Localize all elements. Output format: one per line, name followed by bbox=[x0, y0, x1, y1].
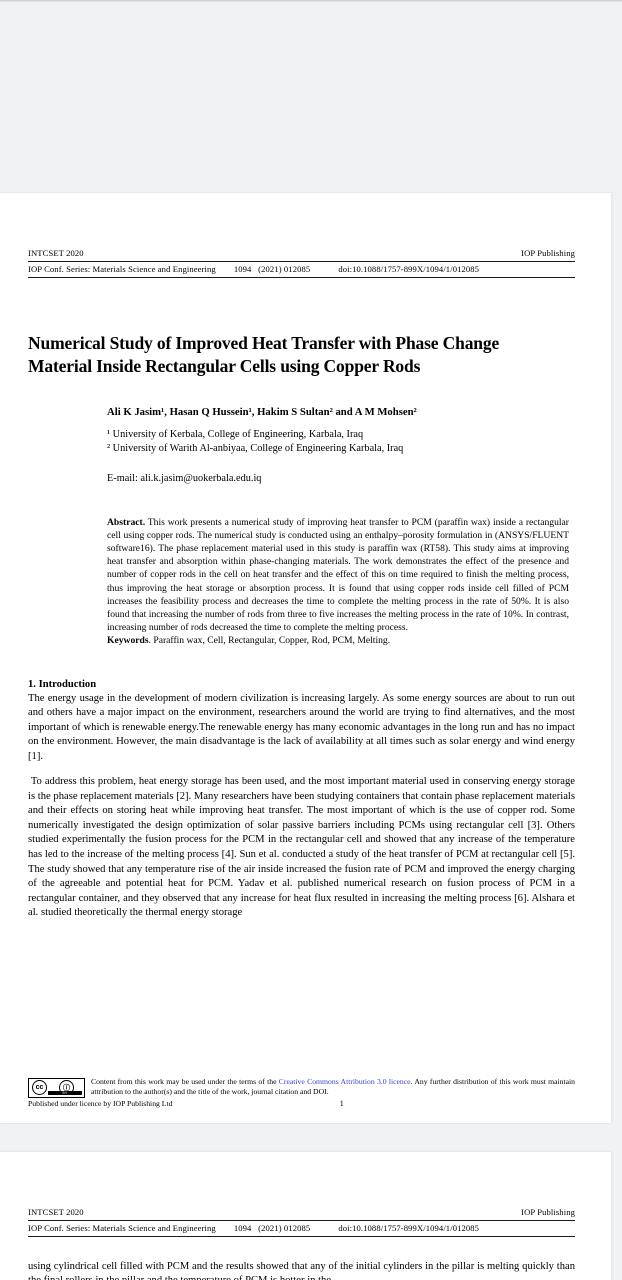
contact-email: E-mail: ali.k.jasim@uokerbala.edu.iq bbox=[107, 472, 262, 484]
header-rule-bottom-2 bbox=[28, 1235, 575, 1237]
creative-commons-badge-icon: cc ⓘ BY bbox=[28, 1077, 85, 1098]
published-under-licence: Published under licence by IOP Publishin… bbox=[28, 1098, 173, 1108]
keywords-label: Keywords bbox=[107, 635, 149, 647]
document-page-1: INTCSET 2020 IOP Publishing IOP Conf. Se… bbox=[0, 193, 611, 1123]
publisher-name: IOP Publishing bbox=[521, 248, 575, 258]
journal-title: IOP Conf. Series: Materials Science and … bbox=[28, 264, 216, 274]
volume-year-article-2: 1094 (2021) 012085 bbox=[233, 1223, 311, 1233]
conference-name: INTCSET 2020 bbox=[28, 248, 84, 258]
cc-logo-icon: cc bbox=[32, 1080, 47, 1096]
page-number: 1 bbox=[339, 1098, 344, 1108]
running-header-bottom-row: IOP Conf. Series: Materials Science and … bbox=[28, 263, 575, 275]
page-1-content: INTCSET 2020 IOP Publishing IOP Conf. Se… bbox=[28, 193, 575, 932]
licence-text-after: . Any further distribution of this work … bbox=[91, 1076, 576, 1096]
publisher-name-2: IOP Publishing bbox=[521, 1207, 575, 1217]
cc-by-bar: BY bbox=[48, 1091, 82, 1096]
running-header: INTCSET 2020 IOP Publishing IOP Conf. Se… bbox=[28, 193, 575, 278]
licence-footer: cc ⓘ BY Content from this work may be us… bbox=[28, 1077, 575, 1109]
section-heading-introduction: 1. Introduction bbox=[28, 678, 97, 690]
running-header-bottom-row-2: IOP Conf. Series: Materials Science and … bbox=[28, 1222, 575, 1234]
page-title: Numerical Study of Improved Heat Transfe… bbox=[28, 332, 500, 376]
affiliation-block: ¹ University of Kerbala, College of Engi… bbox=[107, 428, 575, 456]
keywords-block: Keywords. Paraffin wax, Cell, Rectangula… bbox=[107, 634, 569, 647]
affiliation-2: ² University of Warith Al-anbiyaa, Colle… bbox=[107, 442, 404, 454]
viewer-top-divider bbox=[0, 0, 622, 2]
page-2-content: INTCSET 2020 IOP Publishing IOP Conf. Se… bbox=[28, 1152, 575, 1280]
cc-by-label: BY bbox=[62, 1091, 68, 1096]
header-rule-top-2 bbox=[28, 1219, 575, 1221]
keywords-text: . Paraffin wax, Cell, Rectangular, Coppe… bbox=[148, 635, 391, 647]
author-list: Ali K Jasim¹, Hasan Q Hussein¹, Hakim S … bbox=[107, 405, 417, 418]
affiliation-1: ¹ University of Kerbala, College of Engi… bbox=[107, 428, 364, 440]
journal-title-2: IOP Conf. Series: Materials Science and … bbox=[28, 1223, 216, 1233]
abstract-label: Abstract. bbox=[107, 516, 146, 528]
header-rule-top bbox=[28, 260, 575, 262]
creative-commons-link[interactable]: Creative Commons Attribution 3.0 licence bbox=[278, 1076, 411, 1086]
doi-text: doi:10.1088/1757-899X/1094/1/012085 bbox=[338, 264, 480, 274]
doi-text-2: doi:10.1088/1757-899X/1094/1/012085 bbox=[338, 1223, 480, 1233]
running-header-top-row: INTCSET 2020 IOP Publishing bbox=[28, 247, 575, 259]
licence-text: Content from this work may be used under… bbox=[91, 1077, 575, 1097]
conference-name-2: INTCSET 2020 bbox=[28, 1207, 84, 1217]
abstract-text: This work presents a numerical study of … bbox=[107, 516, 569, 634]
document-page-2: INTCSET 2020 IOP Publishing IOP Conf. Se… bbox=[0, 1152, 611, 1280]
header-rule-bottom bbox=[28, 276, 575, 278]
publisher-row: Published under licence by IOP Publishin… bbox=[28, 1099, 575, 1109]
page-2-paragraph: using cylindrical cell filled with PCM a… bbox=[28, 1260, 575, 1280]
abstract-block: Abstract. This work presents a numerical… bbox=[107, 516, 569, 635]
running-header-top-row-2: INTCSET 2020 IOP Publishing bbox=[28, 1206, 575, 1218]
introduction-paragraph-1: The energy usage in the development of m… bbox=[28, 692, 575, 762]
licence-text-before: Content from this work may be used under… bbox=[91, 1076, 279, 1086]
introduction-paragraph-2: To address this problem, heat energy sto… bbox=[28, 776, 575, 919]
running-header-page-2: INTCSET 2020 IOP Publishing IOP Conf. Se… bbox=[28, 1152, 575, 1237]
volume-year-article: 1094 (2021) 012085 bbox=[233, 264, 311, 274]
licence-row: cc ⓘ BY Content from this work may be us… bbox=[28, 1077, 575, 1098]
